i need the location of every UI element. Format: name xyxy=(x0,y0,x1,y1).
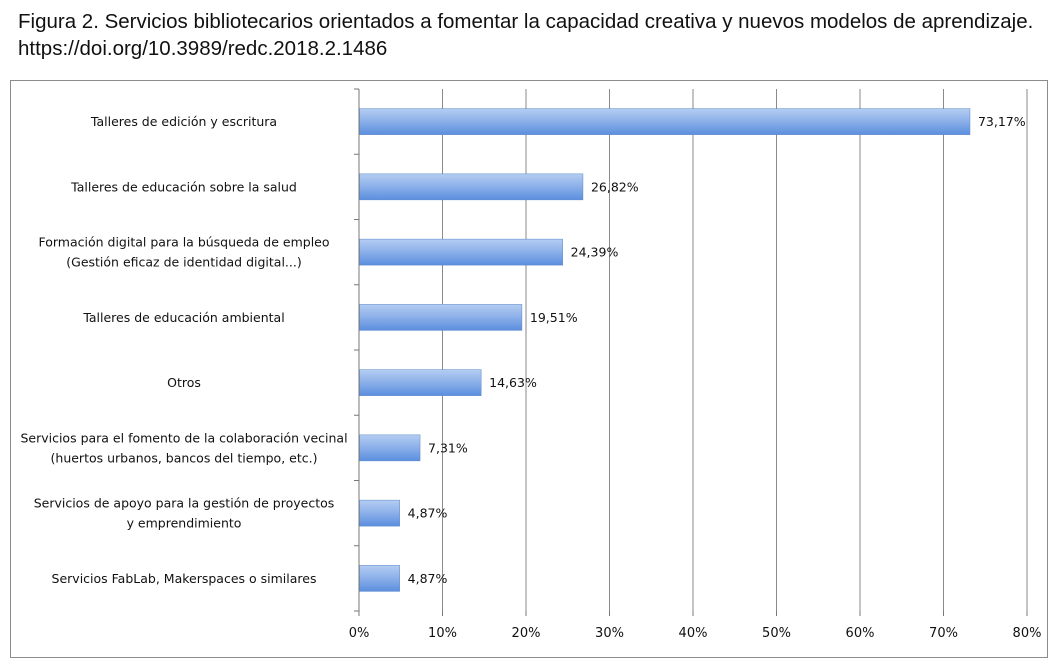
category-label: Talleres de educación sobre la salud xyxy=(70,179,297,194)
category-label: Talleres de educación ambiental xyxy=(82,310,284,325)
axes xyxy=(354,88,1028,616)
x-tick-label: 10% xyxy=(428,626,457,641)
bar xyxy=(359,108,971,135)
data-label: 19,51% xyxy=(530,310,578,325)
bar xyxy=(359,565,400,592)
labels: 0% 10% 20% 30% 40% 50% 60% 70% 80% 73,17% Talleres… xyxy=(20,114,1041,641)
data-label: 14,63% xyxy=(489,375,537,390)
x-tick-label: 40% xyxy=(679,626,708,641)
data-label: 4,87% xyxy=(408,506,448,521)
data-label: 24,39% xyxy=(571,245,619,260)
x-tick-label: 20% xyxy=(512,626,541,641)
category-label: Servicios para el fomento de la colabora… xyxy=(20,430,347,465)
data-label: 4,87% xyxy=(408,571,448,586)
bar xyxy=(359,173,584,201)
bar-chart: 0% 10% 20% 30% 40% 50% 60% 70% 80% 73,17% Talleres… xyxy=(20,88,1041,641)
bar xyxy=(359,499,400,527)
figure-caption: Figura 2. Servicios bibliotecarios orien… xyxy=(18,10,1034,60)
x-tick-label: 80% xyxy=(1013,626,1042,641)
x-tick-label: 0% xyxy=(349,626,370,641)
data-label: 7,31% xyxy=(428,440,468,455)
data-label: 26,82% xyxy=(591,179,639,194)
bar xyxy=(359,434,421,462)
bars xyxy=(359,108,971,592)
category-label: Formación digital para la búsqueda de em… xyxy=(38,235,329,270)
category-label: Servicios FabLab, Makerspaces o similare… xyxy=(52,571,317,586)
gridlines xyxy=(442,89,1028,611)
category-label: Otros xyxy=(167,375,201,390)
chart-frame: 0% 10% 20% 30% 40% 50% 60% 70% 80% 73,17% Talleres… xyxy=(10,80,1048,658)
category-label: Servicios de apoyo para la gestión de pr… xyxy=(34,496,335,531)
x-tick-label: 70% xyxy=(929,626,958,641)
bar xyxy=(359,369,482,396)
x-tick-label: 50% xyxy=(762,626,791,641)
data-label: 73,17% xyxy=(978,114,1026,129)
bar xyxy=(359,238,563,266)
x-tick-label: 60% xyxy=(846,626,875,641)
bar xyxy=(359,304,523,331)
category-label: Talleres de edición y escritura xyxy=(90,114,277,129)
x-tick-label: 30% xyxy=(595,626,624,641)
